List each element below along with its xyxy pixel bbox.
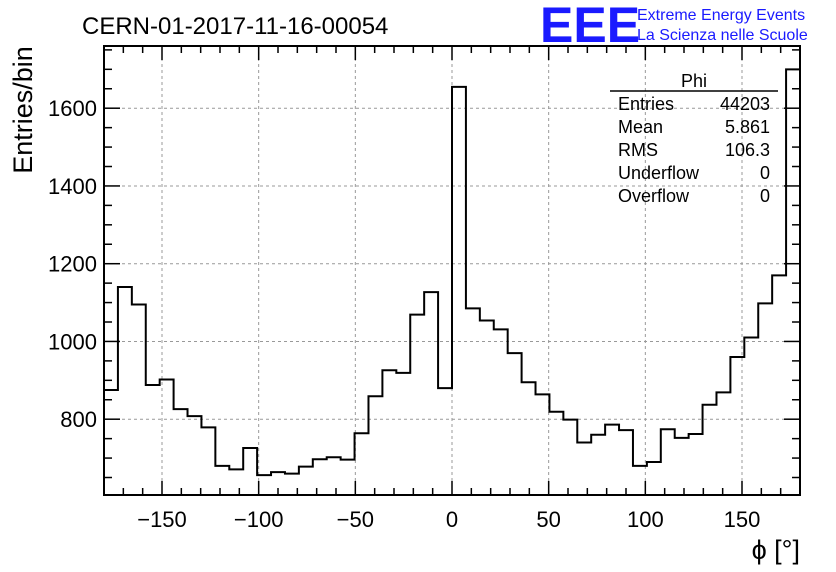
stats-value: 0 <box>760 163 770 183</box>
x-tick-label: 0 <box>446 507 458 532</box>
x-tick-label: −100 <box>234 507 284 532</box>
histogram-series <box>103 68 801 495</box>
y-tick-label: 1200 <box>48 252 97 277</box>
x-tick-label: 100 <box>627 507 664 532</box>
y-tick-label: 800 <box>60 407 97 432</box>
x-tick-label: −150 <box>137 507 187 532</box>
stats-value: 5.861 <box>725 117 770 137</box>
chart-title: CERN-01-2017-11-16-00054 <box>82 13 388 40</box>
stats-title: Phi <box>681 71 707 91</box>
stats-box: Phi Entries 44203 Mean 5.861 RMS 106.3 Underfl… <box>610 71 778 206</box>
stats-label: Underflow <box>618 163 700 183</box>
stats-value: 44203 <box>720 94 770 114</box>
stats-label: Entries <box>618 94 674 114</box>
logo-line-2: La Scienza nelle Scuole <box>637 27 808 44</box>
stats-value: 0 <box>760 186 770 206</box>
axes <box>103 45 801 496</box>
y-tick-label: 1000 <box>48 329 97 354</box>
x-tick-labels: −150 −100 −50 0 50 100 150 <box>137 507 760 532</box>
stats-label: Mean <box>618 117 663 137</box>
logo-line-1: Extreme Energy Events <box>637 7 805 24</box>
y-axis-label: Entries/bin <box>8 46 38 174</box>
eee-logo: EEE Extreme Energy Events La Scienza nel… <box>540 0 808 53</box>
logo-mark: EEE <box>540 0 640 53</box>
stats-label: Overflow <box>618 186 690 206</box>
x-tick-label: −50 <box>337 507 374 532</box>
y-tick-labels: 800 1000 1200 1400 1600 <box>48 96 97 432</box>
stats-rows: Entries 44203 Mean 5.861 RMS 106.3 Underflow 0 O… <box>618 94 770 206</box>
stats-label: RMS <box>618 140 658 160</box>
y-tick-label: 1600 <box>48 96 97 121</box>
x-axis-label: ϕ [°] <box>752 535 800 565</box>
stats-value: 106.3 <box>725 140 770 160</box>
y-tick-label: 1400 <box>48 174 97 199</box>
x-tick-label: 50 <box>536 507 560 532</box>
x-tick-label: 150 <box>724 507 761 532</box>
